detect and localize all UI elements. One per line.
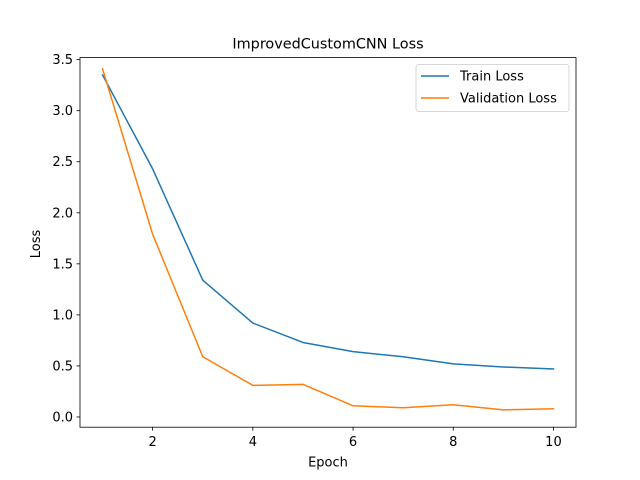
y-tick-label: 1.5 xyxy=(52,257,73,272)
x-tick-label: 4 xyxy=(249,435,257,450)
legend-box xyxy=(415,64,570,112)
x-tick-label: 10 xyxy=(545,435,562,450)
y-tick-label: 2.5 xyxy=(52,155,73,170)
y-tick-label: 2.0 xyxy=(52,206,73,221)
x-tick-label: 6 xyxy=(349,435,357,450)
legend-label: Train Loss xyxy=(459,70,524,85)
chart-title: ImprovedCustomCNN Loss xyxy=(232,37,423,53)
x-tick-label: 8 xyxy=(449,435,457,450)
legend-label: Validation Loss xyxy=(460,92,557,107)
x-axis-label: Epoch xyxy=(308,456,348,471)
axes-frame xyxy=(79,57,577,428)
series-line-train-loss xyxy=(101,73,555,370)
y-tick-label: 3.5 xyxy=(52,53,73,68)
plot-area: 2 4 6 8 10 0.0 0.5 1.0 1.5 2.0 2.5 3.0 3.5 xyxy=(52,53,577,450)
y-axis-label: Loss xyxy=(29,230,44,259)
y-tick-label: 1.0 xyxy=(52,308,73,323)
x-tick-label: 2 xyxy=(149,435,157,450)
y-tick-label: 3.0 xyxy=(52,104,73,119)
legend: Train Loss Validation Loss xyxy=(415,64,570,112)
y-tick-label: 0.0 xyxy=(52,410,73,425)
y-tick-label: 0.5 xyxy=(52,359,73,374)
series-line-validation-loss xyxy=(101,67,555,411)
